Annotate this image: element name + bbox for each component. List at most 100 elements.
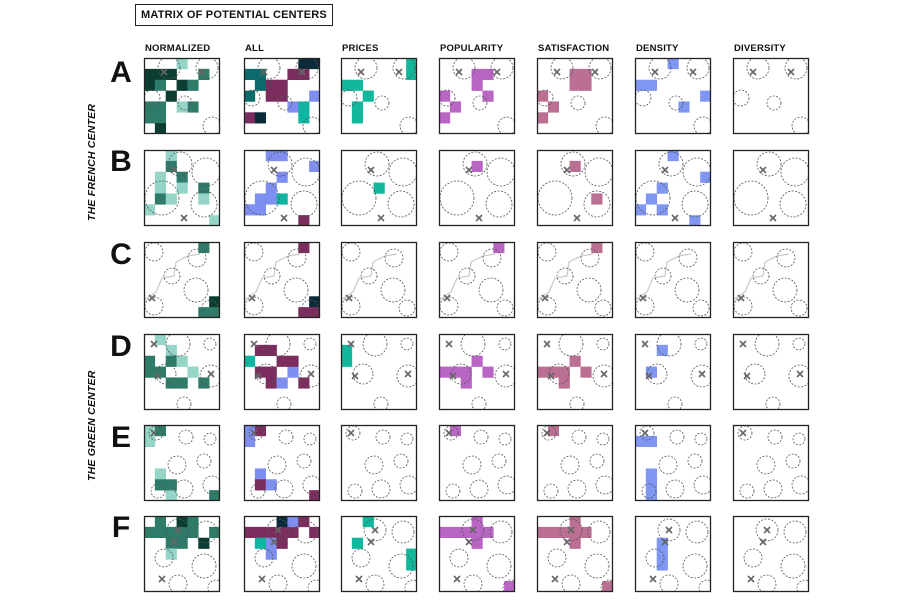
highlighted-cell (276, 537, 288, 549)
highlighted-cell (537, 366, 549, 378)
potential-center-circle (267, 151, 293, 177)
panel-b-density (634, 149, 712, 227)
potential-center-circle (733, 180, 769, 216)
potential-center-circle (537, 180, 573, 216)
potential-center-circle (183, 277, 209, 303)
highlighted-cell (678, 101, 690, 113)
potential-center-circle (404, 579, 417, 592)
potential-center-circle (667, 396, 683, 410)
highlighted-cell (569, 516, 581, 528)
x-mark (645, 372, 653, 380)
potential-center-circle (733, 89, 750, 107)
potential-center-circle (387, 190, 415, 218)
potential-center-circle (462, 151, 488, 177)
x-mark (759, 538, 767, 546)
x-mark (258, 575, 266, 583)
potential-center-circle (266, 518, 290, 542)
potential-center-circle (692, 299, 710, 317)
panel-frame (243, 241, 321, 319)
highlighted-cell (187, 79, 199, 91)
highlighted-cell (667, 58, 679, 70)
panel-e-diversity (732, 424, 810, 502)
x-mark (367, 538, 375, 546)
x-mark (207, 370, 215, 378)
potential-center-circle (792, 337, 806, 351)
highlighted-cell (244, 355, 256, 367)
x-mark (502, 370, 510, 378)
x-mark (553, 68, 561, 76)
highlighted-cell (165, 193, 177, 205)
panel-frame (634, 57, 712, 135)
highlighted-cell (254, 112, 267, 124)
path-line (537, 253, 594, 301)
potential-center-circle (687, 453, 703, 469)
highlighted-cell (656, 344, 668, 357)
potential-center-circle (698, 579, 711, 592)
potential-center-circle (648, 58, 672, 80)
highlighted-cell (471, 160, 483, 173)
potential-center-circle (202, 116, 220, 134)
potential-center-circle (155, 363, 177, 385)
potential-center-circle (295, 58, 319, 80)
highlighted-cell (298, 58, 310, 70)
highlighted-cell (276, 355, 288, 367)
potential-center-circle (460, 334, 486, 357)
potential-center-circle (303, 337, 317, 351)
panel-frame (243, 515, 321, 593)
potential-center-circle (201, 299, 219, 317)
potential-center-circle (177, 95, 193, 111)
potential-center-circle (693, 116, 711, 134)
highlighted-cell (460, 526, 472, 539)
potential-center-circle (592, 364, 613, 388)
panel-e-all (243, 424, 321, 502)
potential-center-circle (767, 429, 783, 445)
potential-center-circle (537, 89, 554, 107)
highlighted-cell (254, 526, 267, 539)
highlighted-cell (351, 537, 364, 549)
highlighted-cell (493, 242, 505, 254)
potential-center-circle (576, 277, 602, 303)
x-mark (737, 294, 745, 302)
highlighted-cell (265, 182, 277, 194)
potential-center-circle (588, 58, 612, 80)
panel-a-prices (340, 57, 418, 135)
x-mark (307, 370, 315, 378)
highlighted-cell (187, 101, 199, 113)
x-mark (563, 538, 571, 546)
potential-center-circle (489, 520, 513, 544)
highlighted-cell (439, 366, 451, 378)
potential-center-circle (384, 248, 404, 268)
potential-center-circle (267, 455, 287, 475)
potential-center-circle (452, 58, 476, 80)
panel-f-popularity (438, 515, 516, 593)
x-mark (493, 68, 501, 76)
highlighted-cell (362, 90, 374, 102)
panel-a-diversity (732, 57, 810, 135)
highlighted-cell (667, 150, 679, 162)
highlighted-cell (198, 242, 210, 254)
potential-center-circle (461, 518, 485, 542)
path-line (439, 253, 496, 301)
panel-frame (536, 241, 614, 319)
highlighted-cell (154, 366, 167, 378)
panel-frame (143, 333, 221, 411)
panel-a-satisfaction (536, 57, 614, 135)
highlighted-cell (176, 182, 188, 194)
potential-center-circle (600, 579, 613, 592)
potential-center-circle (755, 518, 779, 542)
highlighted-cell (265, 366, 277, 378)
path-line (733, 253, 790, 301)
highlighted-cell (244, 112, 256, 124)
panel-frame (536, 333, 614, 411)
panel-frame (143, 424, 221, 502)
x-mark (367, 166, 375, 174)
panel-frame (634, 515, 712, 593)
potential-center-circle (498, 337, 512, 351)
highlighted-cell (154, 182, 167, 194)
highlighted-cell (341, 344, 353, 357)
highlighted-cell (547, 425, 560, 437)
potential-center-circle (645, 548, 665, 568)
highlighted-cell (460, 366, 472, 378)
x-mark (198, 68, 206, 76)
potential-center-circle (207, 579, 220, 592)
